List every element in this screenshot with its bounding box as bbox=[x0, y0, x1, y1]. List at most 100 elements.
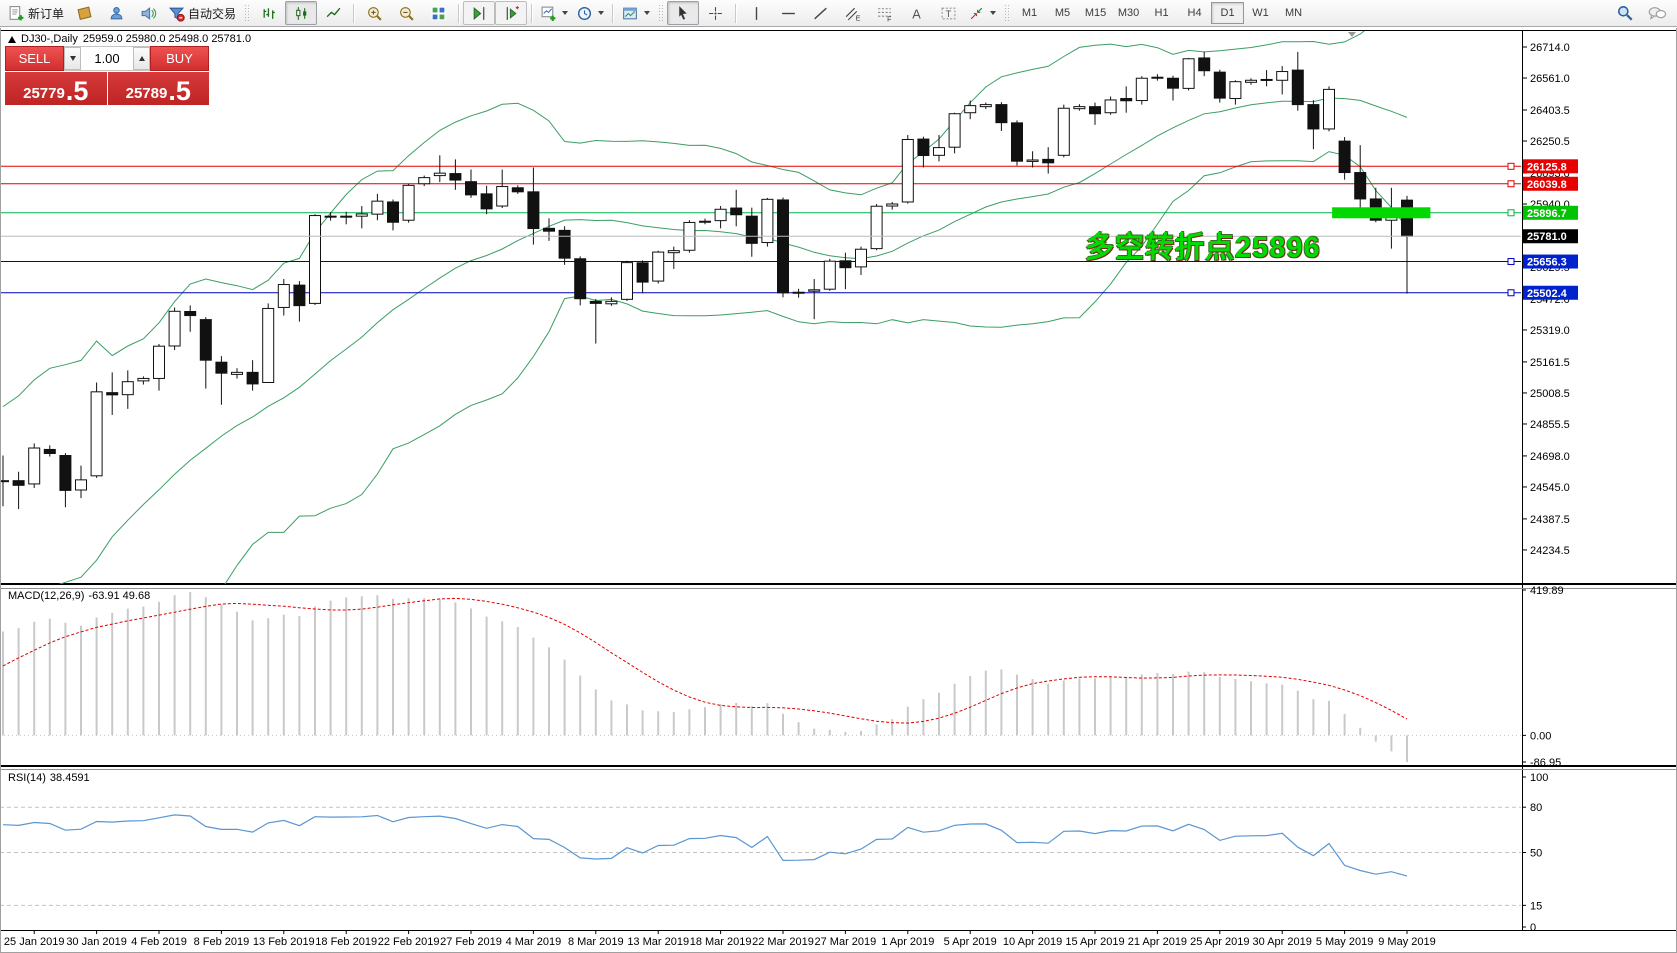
price-line-tag bbox=[1523, 205, 1578, 220]
svg-text:27 Mar 2019: 27 Mar 2019 bbox=[815, 936, 877, 948]
toolbar-separator bbox=[458, 3, 460, 23]
tile-windows-button[interactable] bbox=[422, 1, 454, 25]
trendline-button[interactable] bbox=[804, 1, 836, 25]
svg-text:T: T bbox=[945, 9, 951, 20]
svg-text:25008.5: 25008.5 bbox=[1530, 388, 1570, 400]
svg-text:50: 50 bbox=[1530, 848, 1542, 860]
fibonacci-button[interactable]: F bbox=[868, 1, 900, 25]
text-button[interactable]: A bbox=[900, 1, 932, 25]
timeframe-group: M1 M5 M15 M30 H1 H4 D1 W1 MN bbox=[1013, 2, 1310, 24]
rsi-indicator-label: RSI(14) 38.4591 bbox=[8, 772, 90, 784]
buy-price-button[interactable]: 25789 .5 bbox=[107, 72, 209, 105]
shift-chart-button[interactable] bbox=[463, 1, 496, 25]
text-icon: A bbox=[912, 6, 921, 21]
macd-indicator-layer[interactable] bbox=[0, 592, 1521, 762]
new-chart-button[interactable] bbox=[536, 1, 572, 25]
svg-text:25656.3: 25656.3 bbox=[1527, 257, 1567, 269]
svg-text:25161.5: 25161.5 bbox=[1530, 357, 1570, 369]
svg-text:24234.5: 24234.5 bbox=[1530, 545, 1570, 557]
svg-text:30 Jan 2019: 30 Jan 2019 bbox=[66, 936, 127, 948]
svg-text:80: 80 bbox=[1530, 802, 1542, 814]
arrow-down-icon bbox=[69, 56, 76, 61]
crosshair-icon bbox=[708, 6, 722, 20]
shift-end-button[interactable] bbox=[495, 1, 528, 25]
zoom-out-button[interactable] bbox=[390, 1, 422, 25]
periods-button[interactable] bbox=[572, 1, 608, 25]
vertical-line-button[interactable] bbox=[740, 1, 772, 25]
macd-signal-line bbox=[2, 597, 1408, 724]
cursor-button[interactable] bbox=[667, 1, 700, 25]
timeframe-W1[interactable]: W1 bbox=[1252, 7, 1269, 19]
svg-text:24545.0: 24545.0 bbox=[1530, 482, 1570, 494]
svg-text:4 Mar 2019: 4 Mar 2019 bbox=[506, 936, 562, 948]
timeframe-M1[interactable]: M1 bbox=[1021, 7, 1038, 19]
svg-text:5 May 2019: 5 May 2019 bbox=[1316, 936, 1373, 948]
sell-price-fraction: .5 bbox=[65, 75, 89, 106]
zoom-in-button[interactable] bbox=[358, 1, 390, 25]
volume-input[interactable]: 1.00 bbox=[94, 51, 120, 66]
svg-text:A: A bbox=[912, 6, 921, 21]
svg-text:26039.8: 26039.8 bbox=[1527, 179, 1567, 191]
volume-increase-button[interactable] bbox=[133, 47, 150, 70]
svg-text:30 Apr 2019: 30 Apr 2019 bbox=[1253, 936, 1312, 948]
vertical-line-icon bbox=[755, 6, 757, 20]
sell-price-main: 25779 bbox=[23, 84, 65, 102]
line-chart-button[interactable] bbox=[317, 1, 349, 25]
main-chart-layer[interactable] bbox=[0, 7, 1521, 818]
buy-button[interactable]: BUY bbox=[150, 46, 209, 71]
svg-text:22 Feb 2019: 22 Feb 2019 bbox=[378, 936, 440, 948]
toolbar-grip bbox=[1004, 4, 1010, 22]
bollinger-middle-band bbox=[58, 97, 1408, 584]
bollinger-lower-band bbox=[224, 151, 1408, 584]
templates-button[interactable] bbox=[617, 1, 654, 25]
autotrading-icon bbox=[168, 7, 185, 22]
chart-ohlc-values: 25959.0 25980.0 25498.0 25781.0 bbox=[82, 33, 252, 45]
arrows-button[interactable] bbox=[964, 1, 1000, 25]
market-watch-button[interactable] bbox=[68, 1, 100, 25]
chevron-down-icon bbox=[644, 11, 651, 15]
price-line-tag bbox=[1523, 285, 1578, 300]
timeframe-M30[interactable]: M30 bbox=[1117, 7, 1140, 19]
autotrading-label: 自动交易 bbox=[188, 6, 237, 21]
price-axis[interactable]: 26714.026561.026403.526250.526093.025940… bbox=[1522, 42, 1578, 934]
rsi-name: RSI(14) bbox=[8, 772, 46, 784]
virtual-hosting-button[interactable] bbox=[100, 1, 132, 25]
candlestick-chart-button[interactable] bbox=[285, 1, 318, 25]
timeframe-H4[interactable]: H4 bbox=[1187, 7, 1202, 19]
timeframe-H1[interactable]: H1 bbox=[1154, 7, 1169, 19]
svg-text:8 Mar 2019: 8 Mar 2019 bbox=[568, 936, 624, 948]
expand-triangle-icon[interactable] bbox=[8, 35, 16, 43]
timeframe-MN[interactable]: MN bbox=[1284, 7, 1303, 19]
svg-text:E: E bbox=[855, 15, 860, 22]
cursor-icon bbox=[678, 5, 687, 20]
timeframe-D1[interactable]: D1 bbox=[1211, 2, 1245, 24]
chat-button[interactable] bbox=[1641, 1, 1673, 25]
horizontal-line-button[interactable] bbox=[772, 1, 804, 25]
volume-decrease-button[interactable] bbox=[64, 47, 81, 70]
equidistant-channel-button[interactable]: E bbox=[836, 1, 868, 25]
crosshair-button[interactable] bbox=[699, 1, 731, 25]
time-axis[interactable]: 25 Jan 2019 30 Jan 2019 4 Feb 2019 8 Feb 20… bbox=[4, 931, 1436, 948]
autotrading-button[interactable]: 自动交易 bbox=[164, 1, 240, 25]
highlight-rectangle bbox=[1332, 207, 1431, 219]
macd-name: MACD(12,26,9) bbox=[8, 590, 85, 602]
search-button[interactable] bbox=[1609, 1, 1641, 25]
svg-text:27 Feb 2019: 27 Feb 2019 bbox=[440, 936, 502, 948]
bollinger-upper-band bbox=[2, 31, 1365, 408]
timeframe-M15[interactable]: M15 bbox=[1084, 7, 1107, 19]
sell-button[interactable]: SELL bbox=[5, 46, 64, 71]
bar-chart-button[interactable] bbox=[253, 1, 285, 25]
svg-text:0.00: 0.00 bbox=[1530, 730, 1551, 742]
rsi-indicator-layer[interactable] bbox=[0, 806, 1521, 906]
new-order-button[interactable]: 新订单 bbox=[4, 1, 68, 25]
text-label-button[interactable]: T bbox=[932, 1, 964, 25]
timeframe-M5[interactable]: M5 bbox=[1054, 7, 1071, 19]
trendline-icon bbox=[813, 7, 827, 19]
sell-price-button[interactable]: 25779 .5 bbox=[5, 72, 107, 105]
bar-chart-icon bbox=[263, 7, 275, 19]
zoom-in-icon bbox=[367, 6, 382, 21]
svg-text:13 Mar 2019: 13 Mar 2019 bbox=[627, 936, 689, 948]
signals-button[interactable] bbox=[132, 1, 164, 25]
search-icon bbox=[1618, 6, 1633, 21]
